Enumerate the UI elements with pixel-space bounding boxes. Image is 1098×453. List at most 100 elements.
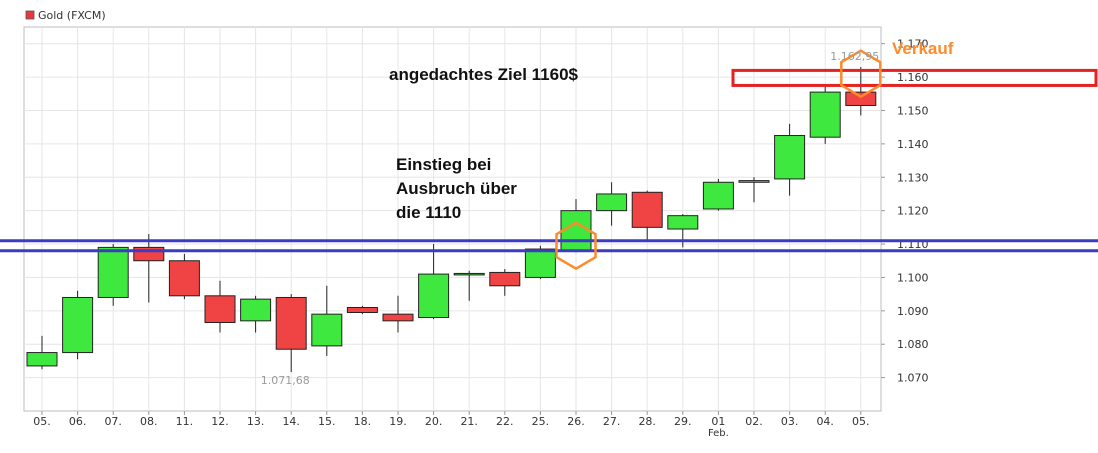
annotations: angedachtes Ziel 1160$ Einstieg bei Ausb… [389, 39, 954, 222]
x-tick-label: 18. [354, 415, 372, 428]
y-tick-label: 1.070 [897, 372, 929, 385]
x-tick-label: 13. [247, 415, 265, 428]
candle-body [453, 272, 485, 276]
candle [382, 295, 414, 333]
x-tick-label: 27. [603, 415, 621, 428]
y-tick-label: 1.130 [897, 171, 929, 184]
legend: Gold (FXCM) [25, 9, 106, 22]
x-tick-label: 08. [140, 415, 158, 428]
candle [97, 244, 129, 306]
candle [168, 254, 200, 300]
candle-body [560, 210, 592, 252]
x-tick-label: 20. [425, 415, 443, 428]
candle-body [524, 248, 556, 278]
x-tick-label: 19. [389, 415, 407, 428]
entry-annotation-line-2: Ausbruch über [396, 179, 517, 198]
x-tick-label: 05. [852, 415, 870, 428]
x-tick-label: 29. [674, 415, 692, 428]
candle [311, 285, 343, 356]
gridlines [24, 27, 881, 411]
x-tick-label: 25. [532, 415, 550, 428]
entry-annotation-line-1: Einstieg bei [396, 155, 491, 174]
candle-body [204, 295, 236, 324]
price-labels: 1.071,68 1.162,95 [261, 50, 880, 387]
candle-body [168, 260, 200, 297]
x-axis: 05. 06. 07. 08. 11. 12. 13. 14. 15. 18. 19. 20. 21. 2… [33, 411, 870, 439]
candle-body [311, 313, 343, 347]
candle [809, 85, 841, 144]
candle-body [631, 191, 663, 228]
legend-label: Gold (FXCM) [38, 9, 106, 22]
x-sublabel: Feb. [708, 428, 729, 439]
candle-body [275, 296, 307, 350]
y-tick-label: 1.090 [897, 305, 929, 318]
x-tick-label: 06. [69, 415, 87, 428]
x-tick-label: 15. [318, 415, 336, 428]
candle-body [418, 273, 450, 319]
candle-body [489, 271, 521, 287]
candle-body [702, 181, 734, 210]
price-label: 1.162,95 [830, 50, 879, 63]
x-tick-label: 11. [176, 415, 194, 428]
candle [738, 177, 770, 203]
y-tick-label: 1.160 [897, 71, 929, 84]
candle [275, 294, 307, 372]
candle [774, 123, 806, 196]
target-annotation: angedachtes Ziel 1160$ [389, 65, 579, 84]
hexagon-marker [840, 49, 882, 99]
price-label: 1.071,68 [261, 374, 310, 387]
candle [845, 67, 877, 116]
x-tick-label: 21. [460, 415, 478, 428]
candle-body [62, 296, 94, 354]
candle [418, 244, 450, 320]
entry-annotation-line-3: die 1110 [396, 203, 461, 222]
candle-body [667, 215, 699, 230]
candle [453, 270, 485, 301]
x-tick-label: 04. [816, 415, 834, 428]
candle-body [738, 180, 770, 183]
y-axis: 1.0701.0801.0901.1001.1101.1201.1301.140… [881, 38, 929, 385]
candle [62, 290, 94, 360]
x-tick-label: 14. [282, 415, 300, 428]
x-tick-label: 02. [745, 415, 763, 428]
plot-frame [23, 26, 882, 412]
target-zone [731, 68, 1098, 87]
candle [346, 305, 378, 315]
candle-body [97, 246, 129, 298]
candle [524, 245, 556, 280]
candle-body [346, 306, 378, 313]
candle-body [240, 298, 272, 322]
x-tick-label: 05. [33, 415, 51, 428]
hexagon-marker [555, 221, 597, 271]
x-tick-label: 12. [211, 415, 229, 428]
x-tick-label: 07. [104, 415, 122, 428]
legend-swatch [25, 10, 35, 20]
y-tick-label: 1.170 [897, 38, 929, 51]
x-tick-label: 01 [711, 415, 725, 428]
x-tick-label: 03. [781, 415, 799, 428]
overlays [0, 49, 1098, 271]
candle [240, 295, 272, 333]
y-tick-label: 1.150 [897, 104, 929, 117]
x-tick-label: 26. [567, 415, 585, 428]
candle [631, 190, 663, 241]
candle-body [774, 135, 806, 180]
x-tick-label: 28. [638, 415, 656, 428]
candle-body [845, 91, 877, 106]
y-tick-label: 1.080 [897, 338, 929, 351]
candle-body [596, 193, 628, 212]
candle [26, 335, 58, 370]
y-tick-label: 1.140 [897, 138, 929, 151]
y-tick-label: 1.120 [897, 205, 929, 218]
candle [702, 178, 734, 211]
x-tick-label: 22. [496, 415, 514, 428]
candle-body [382, 313, 414, 322]
candle [204, 280, 236, 333]
candle [489, 269, 521, 296]
sell-annotation: Verkauf [892, 39, 954, 58]
candle-body [26, 352, 58, 367]
candle [596, 182, 628, 226]
y-tick-label: 1.100 [897, 271, 929, 284]
candle-body [809, 91, 841, 138]
